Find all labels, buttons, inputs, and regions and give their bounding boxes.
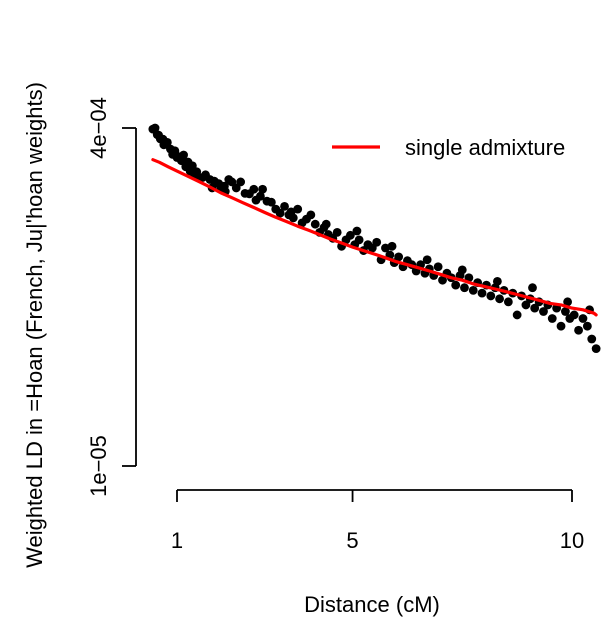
data-point [530, 303, 540, 313]
data-point [561, 307, 570, 316]
y-tick-label: 4e−04 [86, 97, 111, 159]
data-point [563, 297, 573, 307]
data-point [528, 283, 537, 293]
data-point [468, 285, 478, 295]
data-point [438, 275, 447, 285]
data-point [457, 265, 467, 275]
data-point [306, 210, 316, 220]
data-point [477, 288, 487, 298]
y-tick-label: 1e−05 [86, 435, 111, 497]
data-point [394, 252, 404, 262]
x-tick-label: 5 [346, 528, 358, 553]
data-point [310, 219, 320, 229]
x-tick-label: 10 [560, 528, 584, 553]
legend-label: single admixture [405, 135, 565, 160]
data-point [381, 243, 390, 253]
x-tick-label: 1 [171, 528, 183, 553]
fit-line-single-admixture [151, 158, 598, 317]
data-point [539, 307, 548, 316]
data-point [578, 314, 588, 323]
data-point [387, 241, 397, 251]
data-point [249, 184, 259, 194]
data-point [486, 291, 496, 301]
data-point [547, 314, 557, 323]
x-ticks: 1 5 10 [171, 490, 584, 553]
data-point [321, 219, 331, 229]
legend: single admixture [332, 135, 565, 160]
data-point [460, 283, 469, 293]
data-point [582, 321, 592, 331]
data-point [345, 230, 355, 240]
data-point [569, 310, 579, 320]
data-point [354, 235, 364, 245]
data-point [587, 334, 597, 344]
data-point [512, 310, 522, 320]
data-point [162, 137, 172, 147]
data-point [179, 150, 188, 160]
data-point [236, 177, 246, 187]
data-point [170, 146, 180, 156]
data-point [187, 161, 197, 171]
data-point [503, 297, 513, 307]
data-point [266, 197, 276, 207]
data-point [258, 184, 267, 194]
data-point [150, 123, 160, 133]
data-point [574, 325, 583, 335]
data-point [372, 237, 382, 247]
data-point [293, 204, 303, 214]
data-point [280, 202, 289, 211]
data-point [495, 294, 504, 304]
data-point [591, 344, 601, 354]
data-point [422, 255, 432, 265]
data-point [352, 226, 362, 236]
y-ticks: 1e−05 4e−04 [86, 97, 136, 497]
x-axis-label: Distance (cM) [304, 592, 440, 617]
data-point [433, 262, 443, 272]
data-point [451, 280, 461, 290]
data-point [556, 321, 566, 331]
data-point [521, 300, 531, 310]
data-point [492, 276, 502, 286]
y-axis-label: Weighted LD in =Hoan (French, Ju|'hoan w… [22, 82, 47, 568]
data-point [255, 191, 265, 201]
data-point [286, 207, 296, 217]
data-point [332, 228, 342, 237]
data-point [275, 208, 285, 218]
